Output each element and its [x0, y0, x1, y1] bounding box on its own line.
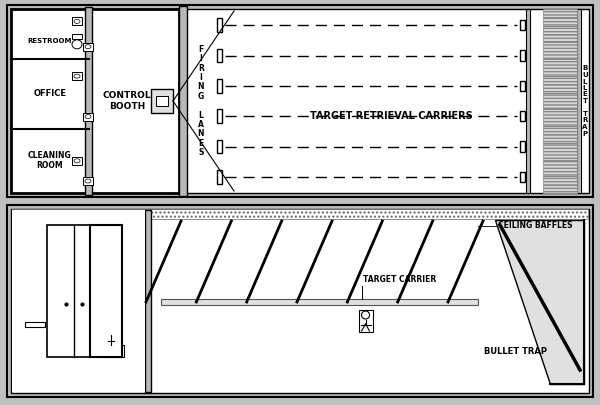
Bar — [85, 7, 92, 195]
Bar — [11, 209, 589, 393]
Bar — [12, 210, 145, 392]
Text: F
I
R
I
N
G
 
L
A
N
E
S: F I R I N G L A N E S — [198, 45, 204, 157]
Text: CONTROL
BOOTH: CONTROL BOOTH — [103, 91, 151, 111]
Text: RESTROOM: RESTROOM — [28, 38, 72, 44]
Bar — [7, 205, 593, 397]
Bar — [145, 210, 151, 392]
Bar — [47, 225, 102, 357]
Bar — [72, 157, 82, 165]
Text: B
U
L
L
E
T
 
T
R
A
P: B U L L E T T R A P — [582, 66, 588, 136]
Bar — [102, 345, 124, 357]
Bar — [520, 81, 525, 91]
Bar — [11, 9, 89, 193]
Ellipse shape — [74, 159, 80, 163]
Bar — [217, 140, 222, 153]
Bar — [217, 18, 222, 32]
Bar — [526, 9, 530, 193]
Bar — [72, 34, 82, 39]
Bar — [520, 141, 525, 152]
Bar — [175, 9, 589, 193]
Bar — [83, 113, 93, 121]
Bar — [520, 172, 525, 182]
Bar — [72, 72, 82, 80]
Bar — [83, 43, 93, 51]
Bar — [217, 170, 222, 183]
Ellipse shape — [85, 179, 91, 183]
Bar — [520, 50, 525, 61]
Bar — [543, 9, 577, 193]
Text: BULLET TRAP: BULLET TRAP — [485, 347, 548, 356]
Bar — [359, 310, 373, 332]
Bar — [7, 5, 593, 197]
Bar — [90, 225, 122, 357]
Bar — [83, 177, 93, 185]
Ellipse shape — [85, 115, 91, 119]
Bar — [156, 96, 168, 106]
Text: CLEANING
ROOM: CLEANING ROOM — [28, 151, 72, 171]
Bar — [577, 9, 581, 193]
Bar — [179, 6, 187, 196]
Text: OFFICE: OFFICE — [34, 89, 67, 98]
Ellipse shape — [74, 19, 80, 23]
Bar — [151, 89, 173, 113]
Text: TARGET CARRIER: TARGET CARRIER — [362, 275, 436, 284]
Bar — [25, 322, 45, 327]
Bar — [102, 335, 117, 345]
Text: CEILING BAFFLES: CEILING BAFFLES — [498, 222, 572, 230]
Ellipse shape — [74, 74, 80, 78]
Ellipse shape — [72, 40, 82, 49]
Bar — [91, 9, 179, 193]
Bar — [72, 17, 82, 26]
Text: TARGET RETRIEVAL CARRIERS: TARGET RETRIEVAL CARRIERS — [310, 111, 472, 121]
Bar — [217, 79, 222, 93]
Ellipse shape — [85, 45, 91, 49]
Bar — [12, 209, 588, 219]
Bar — [520, 20, 525, 30]
Bar — [520, 111, 525, 122]
Bar — [217, 109, 222, 123]
Bar — [161, 299, 478, 305]
Bar — [217, 49, 222, 62]
Polygon shape — [495, 220, 584, 384]
